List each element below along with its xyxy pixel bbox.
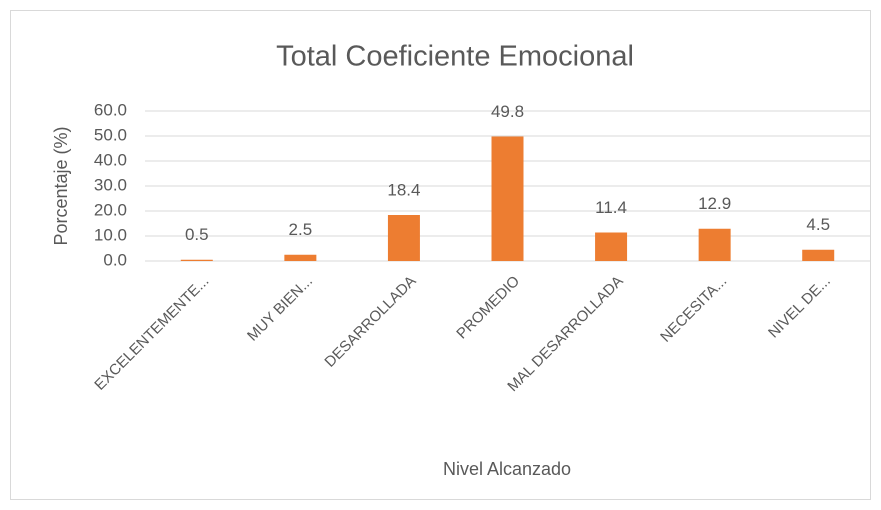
y-tick-label: 40.0 (94, 150, 127, 169)
y-axis-title: Porcentaje (%) (51, 126, 71, 245)
data-label: 11.4 (595, 198, 627, 217)
y-tick-label: 30.0 (94, 175, 127, 194)
data-label: 18.4 (387, 180, 420, 199)
data-label: 12.9 (698, 194, 731, 213)
y-tick-label: 10.0 (94, 225, 127, 244)
chart-title: Total Coeficiente Emocional (276, 41, 634, 73)
data-label: 0.5 (185, 225, 209, 244)
y-tick-label: 0.0 (103, 250, 127, 269)
data-label: 2.5 (289, 220, 313, 239)
bar (802, 249, 835, 261)
bar (284, 254, 317, 261)
bar (595, 232, 628, 261)
bar (387, 215, 420, 261)
bar (180, 259, 213, 261)
y-tick-label: 50.0 (94, 125, 127, 144)
y-tick-label: 20.0 (94, 200, 127, 219)
y-tick-label: 60.0 (94, 100, 127, 119)
x-axis-title: Nivel Alcanzado (443, 459, 571, 479)
chart-frame (10, 10, 871, 500)
data-label: 4.5 (806, 215, 830, 234)
data-label: 49.8 (491, 102, 524, 121)
bar (698, 228, 731, 261)
bar (491, 136, 524, 261)
